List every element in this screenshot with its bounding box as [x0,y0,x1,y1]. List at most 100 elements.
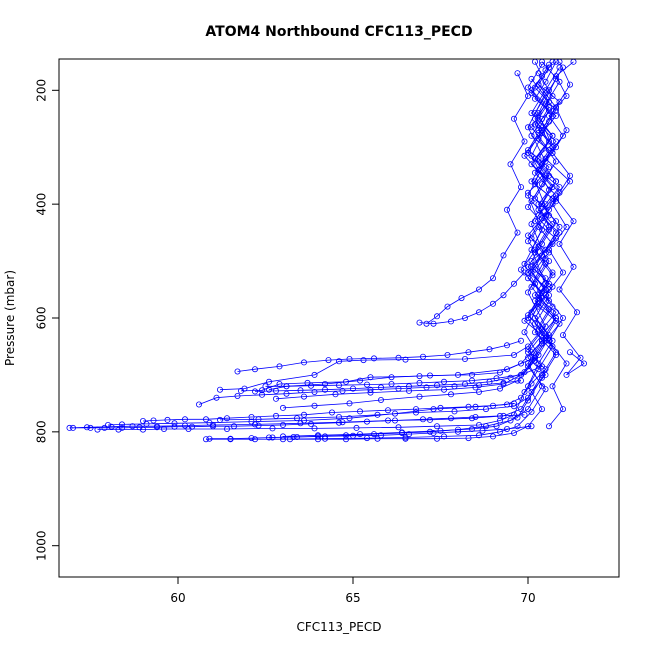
data-point [525,397,532,404]
y-tick-label: 400 [35,193,49,216]
data-point [535,155,542,162]
data-point [549,272,556,279]
data-point [546,246,553,253]
data-point [542,90,549,97]
data-point [549,221,556,228]
series-22 [265,75,560,441]
data-point [525,289,532,296]
data-point [510,351,517,358]
data-point [433,435,440,442]
data-point [535,129,542,136]
data-point [164,416,171,423]
data-point [549,283,556,290]
data-point [493,375,500,382]
series-6 [94,70,560,433]
data-point [342,432,349,439]
data-point [546,292,553,299]
data-point [279,404,286,411]
data-point [300,393,307,400]
data-point [265,434,272,441]
data-point [549,383,556,390]
data-point [563,371,570,378]
data-point [433,382,440,389]
data-point [556,240,563,247]
data-point [332,391,339,398]
series-5 [66,64,563,431]
data-point [510,280,517,287]
data-point [419,353,426,360]
data-point [503,342,510,349]
data-point [290,433,297,440]
data-point [546,423,553,430]
data-point [209,423,216,430]
data-point [542,323,549,330]
data-point [528,178,535,185]
series-24 [262,118,553,390]
data-point [402,356,409,363]
data-point [398,429,405,436]
data-point [66,424,73,431]
data-point [451,383,458,390]
data-point [388,380,395,387]
data-point [349,432,356,439]
data-point [542,255,549,262]
data-point [539,363,546,370]
data-point [510,115,517,122]
data-point [525,314,532,321]
series-line [254,93,546,392]
series-line [290,67,564,440]
data-point [388,374,395,381]
data-point [553,178,560,185]
data-point [475,309,482,316]
data-point [475,286,482,293]
data-point [560,269,567,276]
data-point [532,314,539,321]
data-point [468,371,475,378]
data-point [283,383,290,390]
data-point [216,386,223,393]
data-point [567,178,574,185]
series-16 [416,269,528,327]
data-point [311,402,318,409]
series-2 [237,64,563,394]
data-point [510,429,517,436]
series-line [552,61,585,376]
data-point [248,413,255,420]
data-point [353,424,360,431]
data-point [500,292,507,299]
data-point [342,436,349,443]
data-point [553,104,560,111]
series-line [265,121,550,387]
data-point [535,360,542,367]
data-point [528,283,535,290]
data-point [416,393,423,400]
data-point [321,386,328,393]
data-point [115,426,122,433]
data-point [546,118,553,125]
data-point [279,433,286,440]
data-point [255,422,262,429]
chart-title: ATOM4 Northbound CFC113_PECD [205,24,472,40]
data-point [395,354,402,361]
data-point [542,280,549,287]
series-17 [234,337,525,375]
data-point [525,406,532,413]
data-point [237,387,244,394]
data-point [532,169,539,176]
data-point [360,357,367,364]
data-point [500,379,507,386]
data-point [412,409,419,416]
data-point [560,132,567,139]
data-point [335,382,342,389]
data-point [377,396,384,403]
data-point [518,184,525,191]
data-point [195,401,202,408]
data-point [356,408,363,415]
data-point [528,423,535,430]
y-axis: 200 400 600 800 1000 [35,79,59,561]
data-point [370,431,377,438]
data-point [136,424,143,431]
data-point [563,223,570,230]
data-point [377,432,384,439]
data-point [496,385,503,392]
